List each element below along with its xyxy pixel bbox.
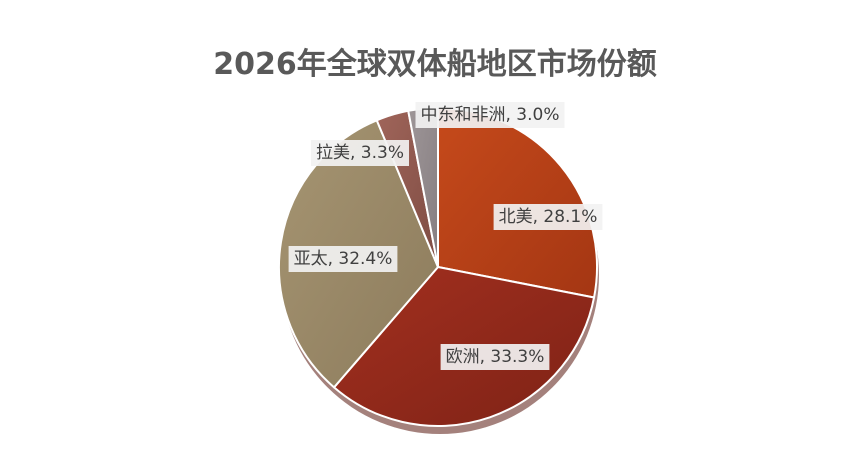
data-label-box — [288, 246, 398, 272]
data-label: 亚太, 32.4% — [294, 249, 393, 269]
data-label-group: 欧洲, 33.3% — [440, 344, 550, 370]
data-label-group: 中东和非洲, 3.0% — [415, 102, 565, 128]
data-label-group: 拉美, 3.3% — [311, 140, 409, 166]
data-label: 欧洲, 33.3% — [446, 347, 545, 367]
data-label-box — [415, 102, 565, 128]
slice-0 — [437, 107, 599, 299]
chart-title: 2026年全球双体船地区市场份额 — [213, 47, 657, 82]
data-label: 拉美, 3.3% — [316, 143, 404, 163]
data-label-box — [440, 344, 550, 370]
data-label-group: 亚太, 32.4% — [288, 246, 398, 272]
data-label-box — [493, 204, 603, 230]
data-label-group: 北美, 28.1% — [493, 204, 603, 230]
data-labels: 北美, 28.1% 欧洲, 33.3% 亚太, 32.4% 拉美, 3.3% 中东和非洲… — [288, 102, 603, 370]
data-label: 北美, 28.1% — [499, 207, 598, 227]
data-label-box — [311, 140, 409, 166]
data-label: 中东和非洲, 3.0% — [421, 105, 560, 125]
